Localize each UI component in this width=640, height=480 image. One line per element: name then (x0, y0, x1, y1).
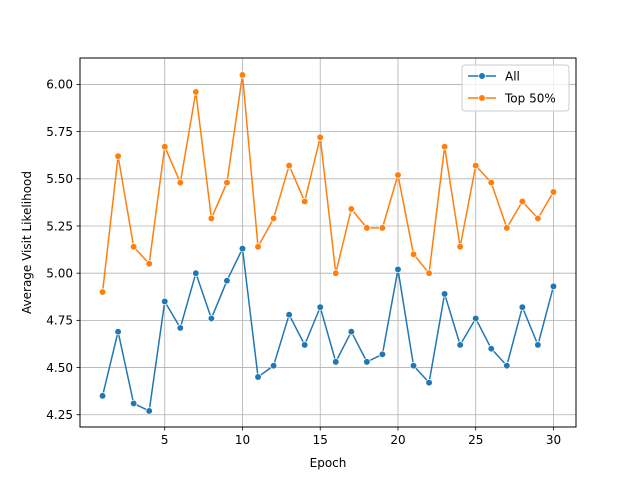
data-point (176, 324, 184, 332)
data-point (207, 214, 216, 223)
data-point (472, 161, 480, 170)
data-point (301, 341, 309, 349)
data-point (440, 290, 449, 298)
legend-label: Top 50% (504, 91, 556, 105)
data-point (316, 133, 324, 141)
data-point (534, 341, 542, 349)
data-point (98, 392, 107, 400)
x-tick-label: 30 (546, 433, 561, 447)
data-point (394, 171, 402, 179)
data-point (425, 378, 433, 387)
data-point (207, 314, 216, 323)
data-point (409, 362, 418, 370)
x-tick-label: 20 (390, 433, 405, 447)
y-axis: 4.25 4.50 4.75 5.00 5.25 5.50 5.75 6.00 (46, 78, 80, 422)
data-point (347, 205, 355, 213)
series-line (101, 247, 555, 412)
data-point (285, 311, 293, 319)
data-point (332, 358, 340, 366)
x-tick-label: 25 (468, 433, 483, 447)
data-point (332, 269, 340, 277)
series-top-50 (98, 71, 558, 296)
series-line (101, 74, 555, 293)
data-point (98, 288, 107, 296)
data-point (518, 197, 527, 206)
plot-frame (79, 57, 577, 428)
data-point (285, 161, 293, 170)
data-point (503, 224, 511, 232)
y-tick-label: 5.00 (46, 266, 73, 280)
data-point (129, 399, 138, 408)
data-point (238, 244, 247, 253)
y-tick-label: 5.50 (46, 172, 73, 186)
legend-item: All (468, 69, 520, 83)
data-point (223, 277, 231, 285)
data-point (114, 152, 122, 160)
data-point (192, 269, 200, 277)
y-tick-label: 4.50 (46, 361, 73, 375)
data-point (161, 143, 169, 151)
data-point (409, 250, 418, 258)
legend: All Top 50% (461, 64, 570, 112)
data-point (129, 243, 138, 251)
data-point (363, 358, 371, 366)
data-point (223, 178, 231, 187)
data-point (316, 303, 324, 311)
data-point (269, 214, 278, 223)
data-point (145, 260, 153, 268)
legend-item: Top 50% (468, 91, 556, 105)
data-point (534, 214, 542, 223)
data-point (114, 328, 122, 336)
x-tick-label: 15 (313, 433, 328, 447)
data-point (425, 269, 433, 277)
data-point (378, 224, 387, 232)
data-point (487, 345, 495, 353)
y-tick-label: 5.75 (46, 125, 73, 139)
y-tick-label: 4.75 (46, 314, 73, 328)
data-point (254, 243, 262, 251)
y-tick-label: 5.25 (46, 219, 73, 233)
data-point (378, 350, 387, 358)
x-axis-label: Epoch (310, 456, 347, 470)
data-point (176, 178, 184, 187)
data-point (254, 373, 262, 381)
data-point (487, 178, 495, 187)
y-tick-label: 6.00 (46, 78, 73, 92)
series-all (98, 244, 558, 415)
data-point (192, 88, 200, 96)
data-point (161, 297, 169, 306)
data-point (238, 71, 247, 79)
data-point (549, 282, 558, 291)
y-axis-label: Average Visit Likelihood (20, 171, 34, 314)
series-layer (98, 71, 558, 415)
legend-label: All (505, 69, 520, 83)
data-point (503, 362, 511, 370)
x-axis: 5 10 15 20 25 30 (161, 427, 561, 447)
data-point (472, 314, 480, 323)
data-point (301, 197, 309, 206)
legend-marker (478, 72, 486, 80)
data-point (518, 303, 527, 311)
y-tick-label: 4.25 (46, 408, 73, 422)
data-point (456, 243, 464, 251)
x-tick-label: 10 (235, 433, 250, 447)
data-point (145, 407, 153, 415)
data-point (440, 143, 449, 151)
data-point (456, 341, 464, 349)
legend-marker (478, 94, 486, 102)
x-tick-label: 5 (161, 433, 169, 447)
data-point (363, 224, 371, 232)
data-point (347, 328, 355, 336)
data-point (269, 362, 278, 370)
data-point (549, 188, 558, 196)
data-point (394, 265, 402, 274)
